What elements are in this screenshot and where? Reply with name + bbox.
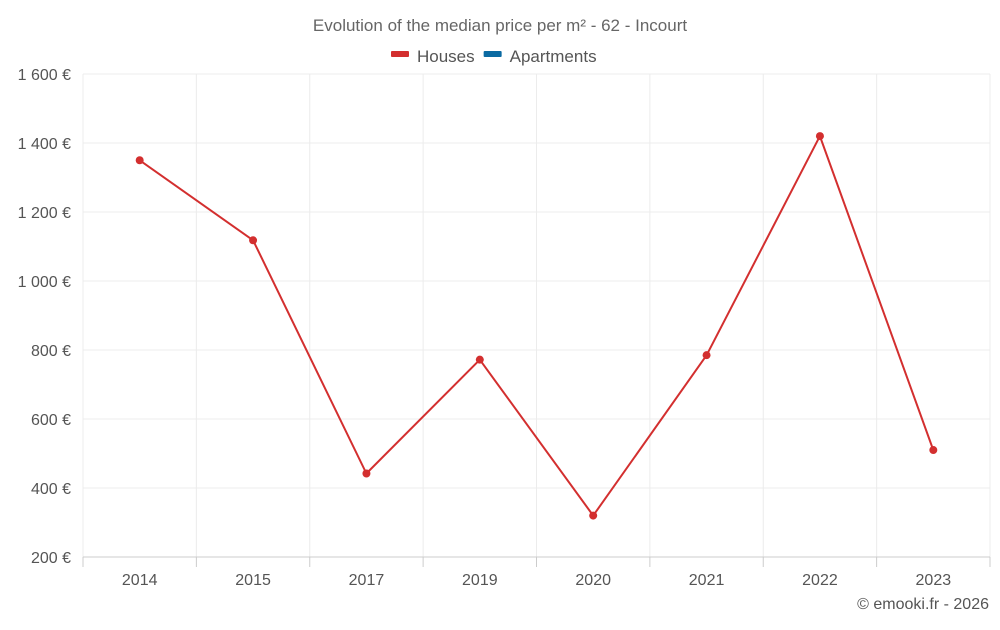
data-point-houses[interactable] xyxy=(702,351,711,360)
y-tick-label: 1 600 € xyxy=(18,67,71,84)
series-line-houses xyxy=(139,135,935,517)
legend-item-apartments[interactable]: Apartments xyxy=(483,47,597,66)
series xyxy=(135,132,938,520)
y-tick-label: 1 200 € xyxy=(18,205,71,222)
y-tick-label: 600 € xyxy=(31,412,71,429)
y-axis: 200 € 400 € 600 € 800 € 1 000 € 1 200 € 1 400 … xyxy=(18,67,71,567)
chart-title: Evolution of the median price per m² - 6… xyxy=(313,16,687,35)
legend-swatch-houses xyxy=(391,51,409,57)
credit-text: © emooki.fr - 2026 xyxy=(857,596,989,613)
legend: Houses Apartments xyxy=(391,47,597,66)
y-tick-label: 1 400 € xyxy=(18,136,71,153)
legend-swatch-apartments xyxy=(483,51,502,57)
y-tick-label: 400 € xyxy=(31,481,71,498)
x-axis: 2014 2015 2017 2019 2020 2021 2022 2023 xyxy=(82,556,991,589)
x-tick-label: 2022 xyxy=(802,572,838,589)
x-tick-label: 2015 xyxy=(235,572,271,589)
legend-item-houses[interactable]: Houses xyxy=(391,47,475,66)
legend-label-houses: Houses xyxy=(417,47,475,66)
y-tick-label: 800 € xyxy=(31,343,71,360)
data-point-houses[interactable] xyxy=(249,236,258,245)
x-tick-label: 2019 xyxy=(462,572,498,589)
data-point-houses[interactable] xyxy=(475,355,484,364)
x-tick-label: 2023 xyxy=(916,572,952,589)
x-tick-label: 2014 xyxy=(122,572,158,589)
y-tick-label: 1 000 € xyxy=(18,274,71,291)
x-tick-label: 2021 xyxy=(689,572,725,589)
y-tick-label: 200 € xyxy=(31,550,71,567)
grid xyxy=(82,73,991,557)
data-point-houses[interactable] xyxy=(929,446,938,455)
x-tick-label: 2017 xyxy=(349,572,385,589)
legend-label-apartments: Apartments xyxy=(510,47,597,66)
data-point-houses[interactable] xyxy=(815,132,824,141)
x-tick-label: 2020 xyxy=(575,572,611,589)
data-point-houses[interactable] xyxy=(589,511,598,520)
data-point-houses[interactable] xyxy=(135,156,144,165)
data-point-houses[interactable] xyxy=(362,469,371,478)
